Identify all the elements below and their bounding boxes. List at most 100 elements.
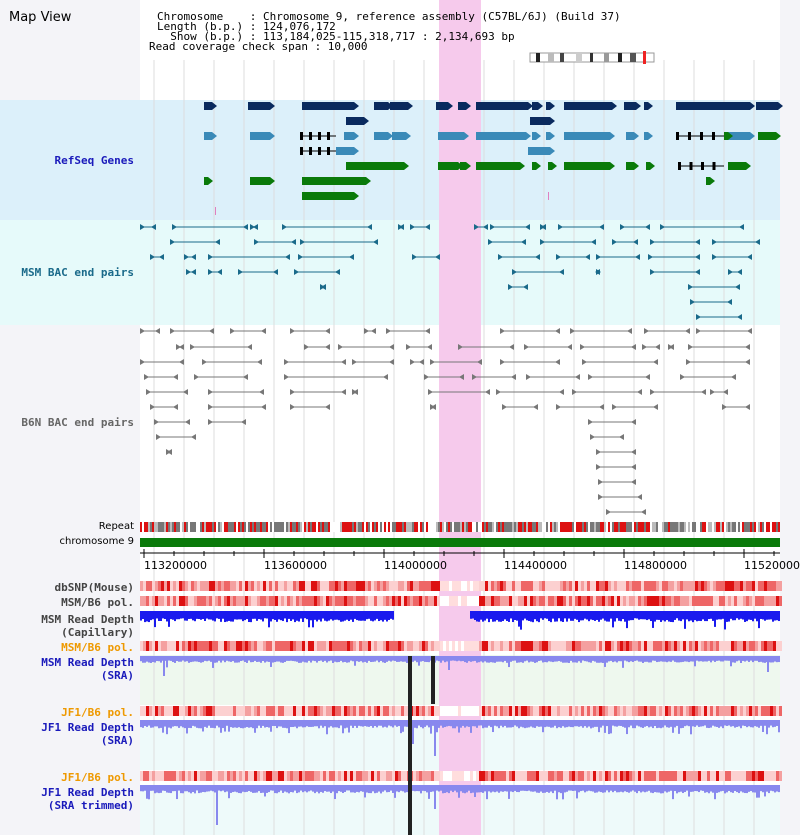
- bac-end-marker: [509, 344, 514, 350]
- bac-end-marker: [321, 284, 326, 290]
- depth-bar: [142, 656, 144, 663]
- depth-bar: [638, 785, 640, 792]
- polymorphism-cell: [749, 581, 752, 591]
- polymorphism-cell: [557, 641, 560, 651]
- polymorphism-cell: [545, 771, 548, 781]
- polymorphism-cell: [164, 641, 167, 651]
- depth-bar: [518, 785, 520, 793]
- depth-bar: [142, 611, 144, 620]
- gene-block: [676, 102, 750, 110]
- depth-bar: [428, 656, 430, 663]
- polymorphism-cell: [416, 596, 419, 606]
- polymorphism-cell: [773, 581, 776, 591]
- depth-bar: [446, 656, 448, 662]
- depth-bar: [228, 611, 230, 621]
- polymorphism-cell: [584, 706, 587, 716]
- polymorphism-cell: [740, 771, 743, 781]
- polymorphism-cell: [470, 581, 473, 591]
- depth-bar: [480, 785, 482, 793]
- polymorphism-cell: [191, 581, 194, 591]
- bac-end-marker: [352, 359, 357, 365]
- polymorphism-cell: [302, 706, 305, 716]
- depth-bar: [470, 611, 472, 619]
- repeat-segment: [614, 522, 616, 532]
- depth-bar: [418, 656, 420, 666]
- polymorphism-cell: [440, 596, 443, 606]
- polymorphism-cell: [713, 771, 716, 781]
- polymorphism-cell: [194, 706, 197, 716]
- polymorphism-cell: [596, 581, 599, 591]
- depth-bar: [678, 720, 680, 734]
- depth-bar: [742, 656, 744, 661]
- gene-strand-arrow: [750, 102, 755, 110]
- gene-strand-arrow: [466, 102, 471, 110]
- gene-block: [458, 102, 466, 110]
- depth-bar: [366, 720, 368, 727]
- depth-bar: [358, 656, 360, 662]
- repeat-segment: [740, 522, 742, 532]
- polymorphism-cell: [389, 581, 392, 591]
- gene-block: [250, 177, 270, 185]
- depth-bar: [484, 656, 486, 662]
- depth-bar: [404, 656, 406, 662]
- depth-bar: [380, 785, 382, 794]
- gene-block: [204, 132, 212, 140]
- depth-bar: [580, 611, 582, 621]
- depth-bar: [512, 785, 514, 793]
- depth-bar: [510, 656, 512, 662]
- depth-bar: [608, 785, 610, 793]
- depth-bar: [316, 785, 318, 792]
- depth-bar: [548, 720, 550, 727]
- bac-end-marker: [427, 344, 432, 350]
- polymorphism-cell: [191, 641, 194, 651]
- depth-bar: [514, 785, 516, 791]
- bac-end-marker: [631, 449, 636, 455]
- depth-bar: [714, 720, 716, 727]
- repeat-segment: [502, 522, 504, 532]
- polymorphism-cell: [692, 596, 695, 606]
- depth-bar: [202, 656, 204, 663]
- polymorphism-cell: [308, 641, 311, 651]
- polymorphism-cell: [641, 771, 644, 781]
- polymorphism-cell: [296, 641, 299, 651]
- depth-bar: [144, 656, 146, 663]
- track-label-msm-bac[interactable]: MSM BAC end pairs: [21, 266, 134, 279]
- depth-bar: [364, 656, 366, 662]
- gene-block: [392, 162, 404, 170]
- polymorphism-cell: [380, 581, 383, 591]
- depth-bar: [244, 611, 246, 621]
- depth-bar: [370, 785, 372, 794]
- polymorphism-cell: [509, 771, 512, 781]
- repeat-segment: [172, 522, 174, 532]
- depth-bar: [772, 656, 774, 663]
- polymorphism-cell: [317, 581, 320, 591]
- depth-bar: [650, 611, 652, 622]
- polymorphism-cell: [350, 641, 353, 651]
- polymorphism-cell: [347, 596, 350, 606]
- depth-bar: [492, 720, 494, 733]
- depth-bar: [234, 785, 236, 792]
- polymorphism-cell: [764, 706, 767, 716]
- track-label-refseq[interactable]: RefSeq Genes: [54, 154, 134, 167]
- repeat-segment: [304, 522, 306, 532]
- repeat-segment: [436, 522, 438, 532]
- track-label-b6n-bac[interactable]: B6N BAC end pairs: [21, 416, 134, 429]
- polymorphism-cell: [398, 581, 401, 591]
- repeat-segment: [464, 522, 466, 532]
- gene-block: [346, 117, 364, 125]
- polymorphism-cell: [770, 596, 773, 606]
- depth-bar: [182, 785, 184, 794]
- polymorphism-cell: [419, 581, 422, 591]
- depth-bar: [390, 785, 392, 791]
- depth-bar: [270, 611, 272, 622]
- depth-bar: [560, 785, 562, 794]
- polymorphism-cell: [551, 581, 554, 591]
- polymorphism-cell: [725, 771, 728, 781]
- polymorphism-cell: [401, 596, 404, 606]
- depth-bar: [312, 720, 314, 727]
- depth-bar: [238, 611, 240, 620]
- depth-bar: [518, 611, 520, 627]
- polymorphism-cell: [452, 581, 455, 591]
- polymorphism-cell: [179, 581, 182, 591]
